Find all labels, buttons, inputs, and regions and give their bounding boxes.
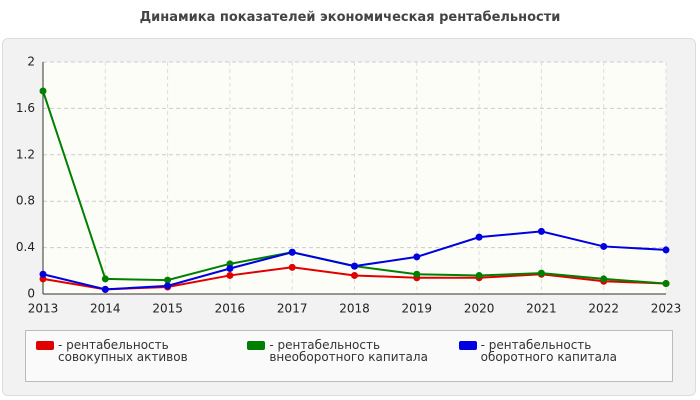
legend-label: - рентабельность оборотного капитала: [480, 338, 617, 364]
point: [101, 275, 109, 283]
point: [475, 271, 483, 279]
point: [537, 227, 545, 235]
point: [39, 87, 47, 95]
legend-item[interactable]: - рентабельность оборотного капитала: [458, 338, 662, 373]
y-tick-label: 0.4: [16, 240, 35, 254]
y-tick-label: 0: [27, 287, 35, 301]
x-tick-label: 2013: [28, 302, 59, 316]
x-tick-label: 2019: [402, 302, 433, 316]
legend-swatch: [458, 341, 477, 350]
point: [662, 246, 670, 254]
y-tick-label: 1.2: [16, 147, 35, 161]
legend: - рентабельность совокупных активов - рен…: [25, 330, 673, 382]
legend-label: - рентабельность совокупных активов: [58, 338, 188, 364]
legend-item[interactable]: - рентабельность внеоборотного капитала: [247, 339, 450, 373]
point: [351, 262, 358, 270]
point: [413, 253, 421, 261]
y-tick-label: 1.6: [16, 101, 35, 115]
point: [101, 285, 109, 293]
legend-item[interactable]: - рентабельность совокупных активов: [36, 339, 239, 373]
point: [413, 270, 421, 278]
point: [537, 269, 545, 277]
point: [600, 242, 608, 250]
legend-swatch: [247, 341, 266, 350]
x-tick-label: 2022: [588, 302, 619, 316]
x-tick-label: 2014: [90, 302, 121, 316]
point: [288, 263, 296, 271]
y-tick-label: 2: [27, 55, 35, 69]
point: [600, 275, 608, 283]
x-tick-label: 2015: [152, 302, 183, 316]
point: [475, 233, 483, 241]
x-tick-label: 2016: [215, 302, 246, 316]
legend-label: - рентабельность внеоборотного капитала: [269, 338, 428, 364]
point: [288, 248, 296, 256]
point: [351, 271, 358, 279]
x-tick-label: 2020: [464, 302, 495, 316]
point: [164, 282, 172, 290]
y-tick-label: 0.8: [16, 194, 35, 208]
chart-title: Динамика показателей экономическая рента…: [139, 10, 561, 25]
x-tick-label: 2023: [651, 302, 682, 316]
point: [164, 276, 172, 284]
x-tick-label: 2018: [339, 302, 370, 316]
point: [226, 264, 234, 272]
x-tick-label: 2021: [526, 302, 557, 316]
point: [226, 271, 234, 279]
chart: 0 0.4 0.8 1.2 1.6 2 2013 2014 2015 2016 2017 2018 20…: [16, 55, 682, 316]
legend-swatch: [36, 341, 54, 350]
point: [662, 280, 670, 288]
point: [39, 270, 47, 278]
x-tick-label: 2017: [277, 302, 308, 316]
